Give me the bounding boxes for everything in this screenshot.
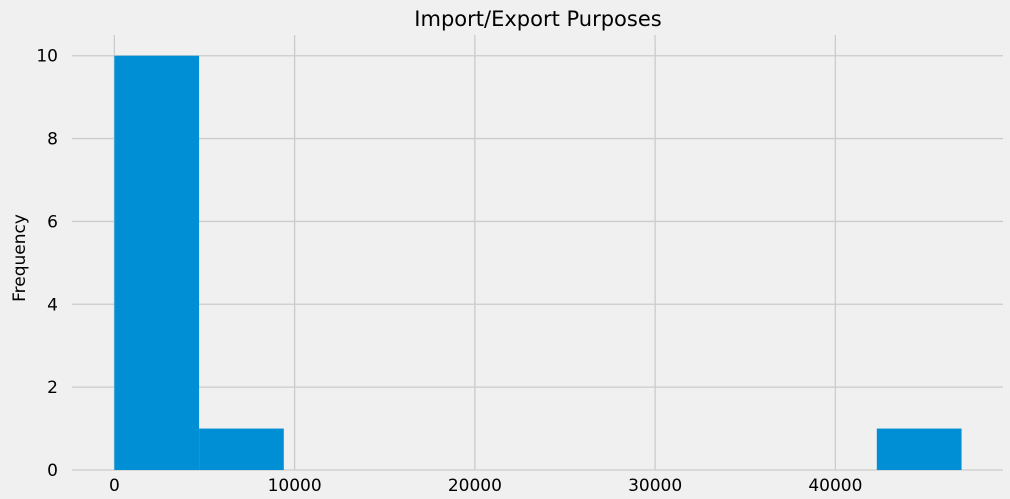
y-tick-label-5: 10	[36, 47, 58, 67]
x-tick-label-3: 30000	[628, 476, 682, 496]
x-tick-labels: 0 10000 20000 30000 40000	[109, 476, 862, 496]
y-tick-label-2: 4	[47, 295, 58, 315]
histogram-bar-0	[114, 55, 200, 470]
grid	[72, 35, 1003, 471]
y-tick-label-1: 2	[47, 378, 58, 398]
x-tick-label-1: 10000	[268, 476, 322, 496]
x-tick-label-2: 20000	[448, 476, 502, 496]
y-tick-label-4: 8	[47, 130, 58, 150]
chart-title: Import/Export Purposes	[414, 7, 661, 31]
y-axis-label: Frequency	[10, 214, 30, 302]
x-tick-label-4: 40000	[808, 476, 862, 496]
bars	[114, 55, 962, 470]
y-tick-label-0: 0	[47, 461, 58, 481]
y-tick-labels: 0 2 4 6 8 10	[36, 47, 58, 481]
x-tick-label-0: 0	[109, 476, 120, 496]
histogram-bar-9	[876, 428, 962, 470]
histogram-bar-1	[199, 428, 284, 470]
y-tick-label-3: 6	[47, 212, 58, 232]
